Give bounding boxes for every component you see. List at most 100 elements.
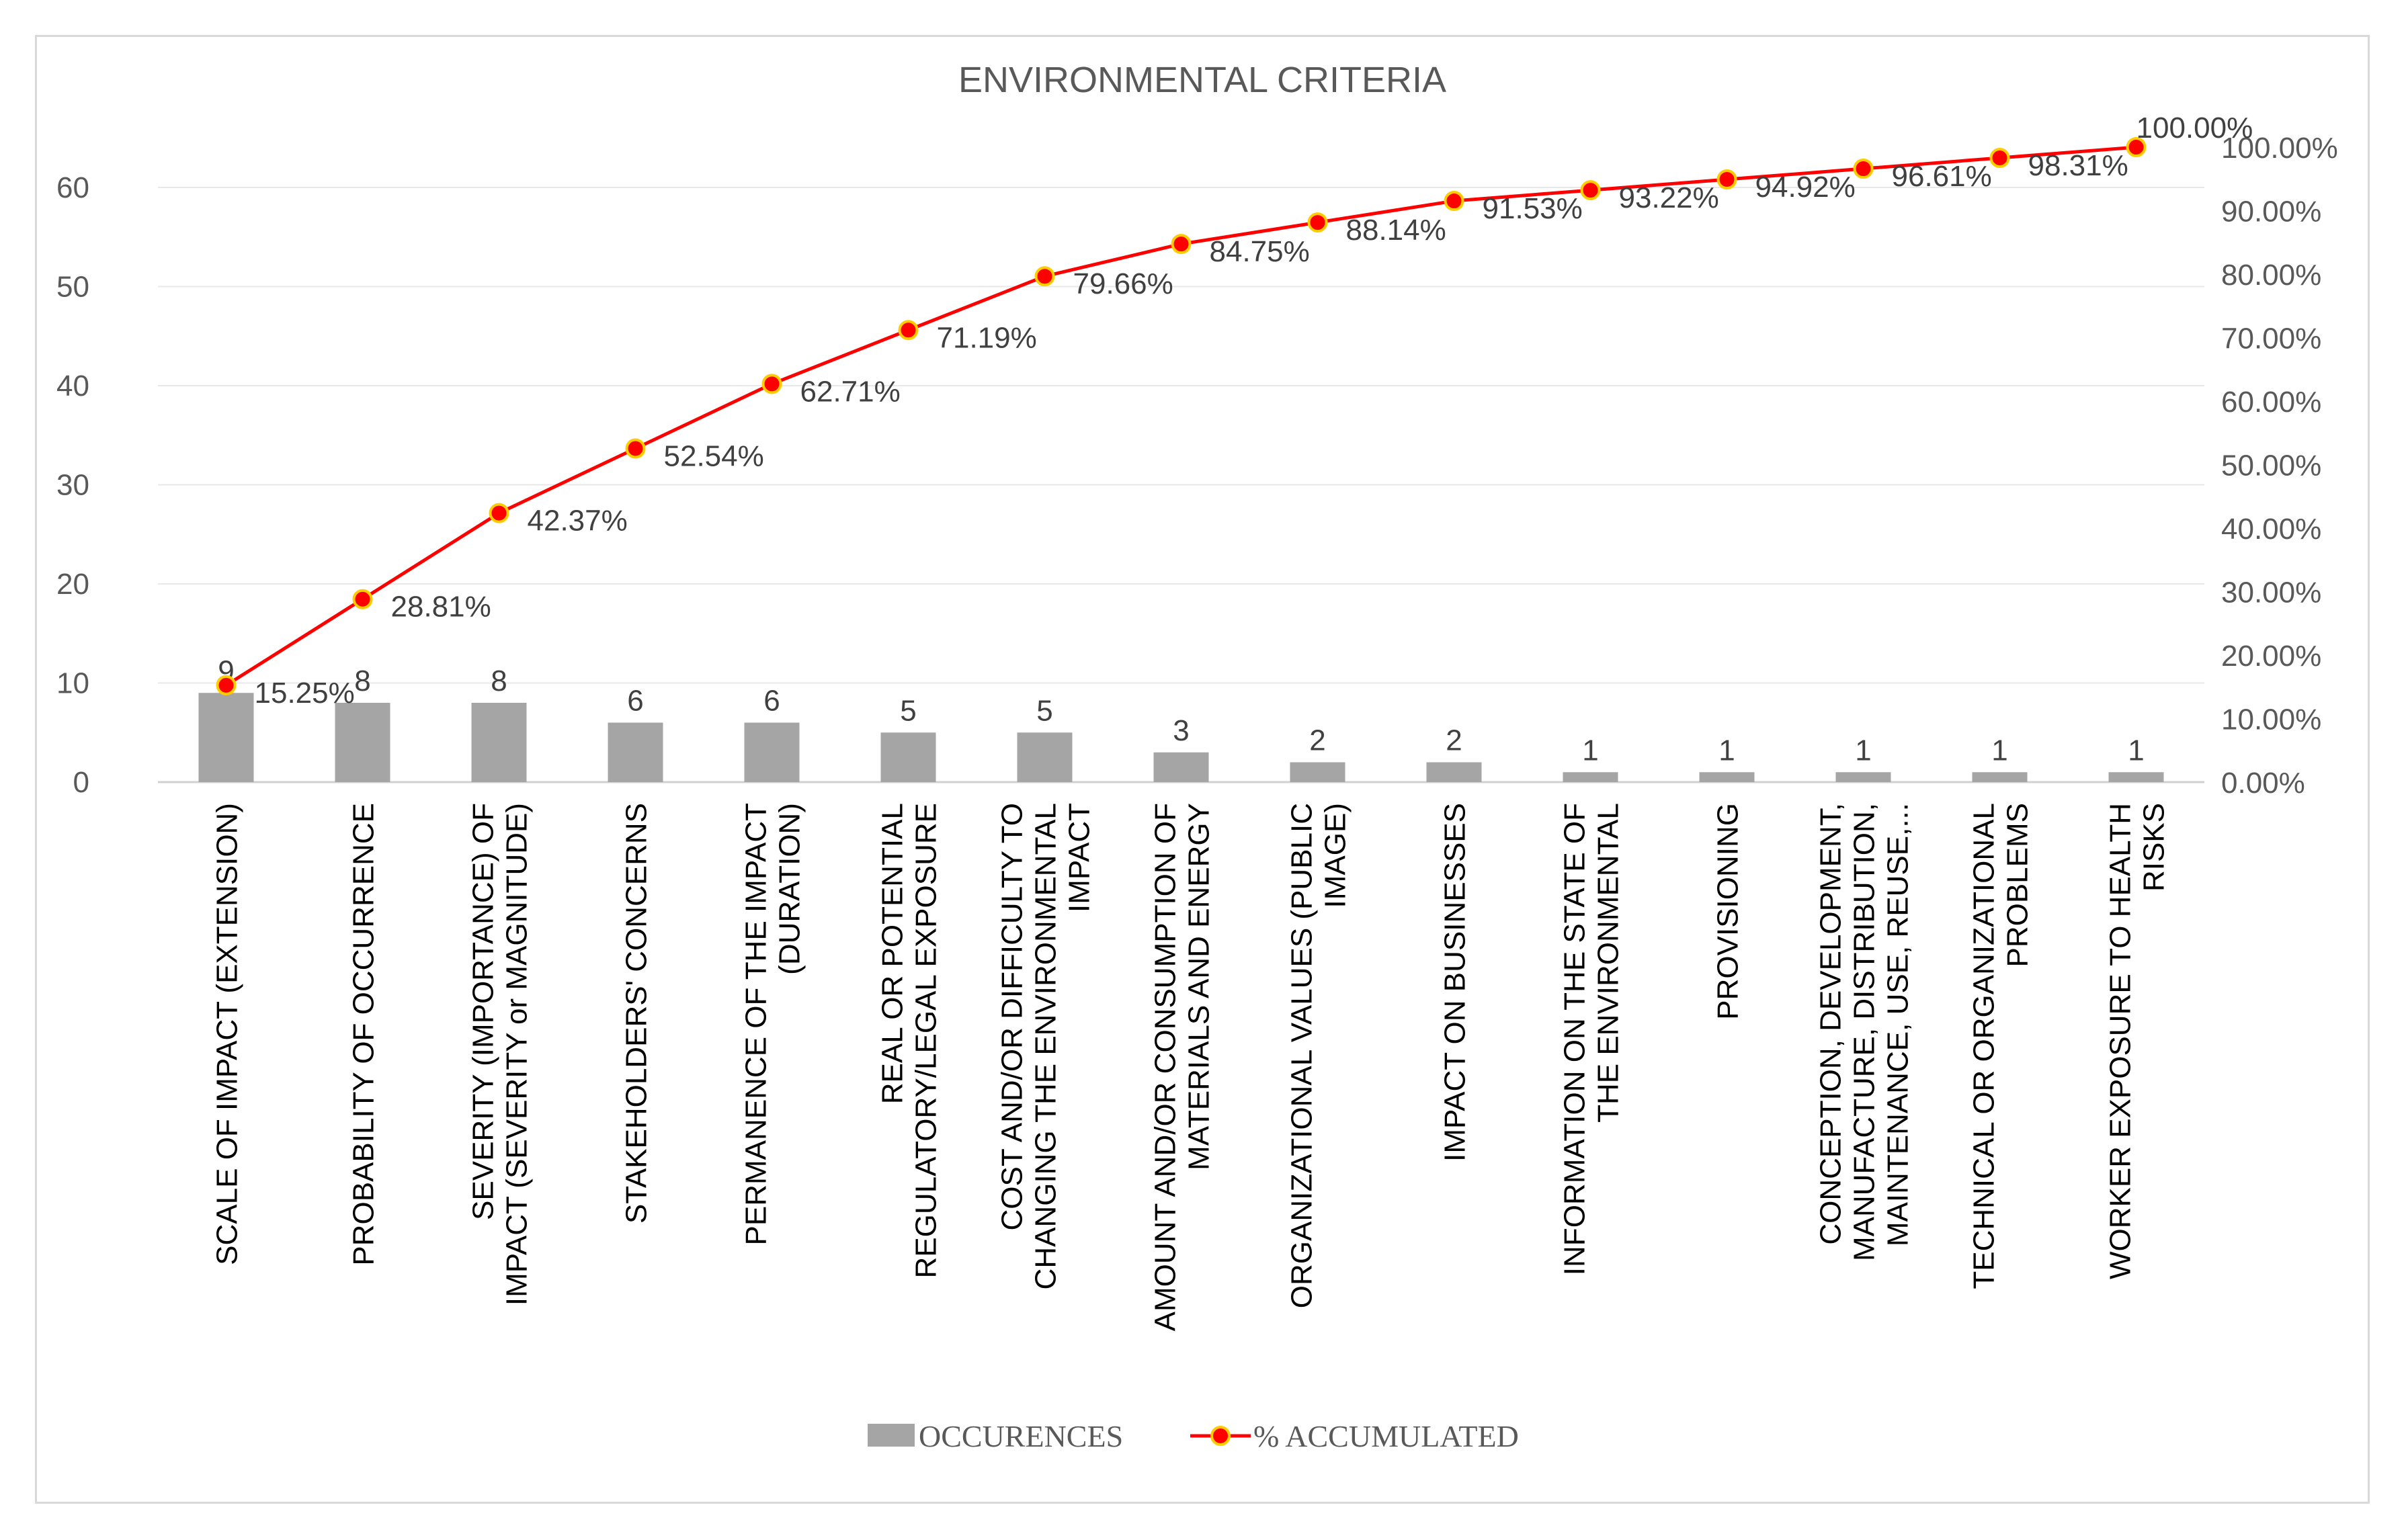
bar-value-label: 1 (1855, 734, 1871, 767)
category-label: IMPACT (1063, 803, 1096, 912)
right-axis-tick: 40.00% (2221, 513, 2321, 546)
legend: OCCURENCES % ACCUMULATED (868, 1419, 1519, 1453)
line-value-label: 71.19% (937, 321, 1037, 354)
bar-value-label: 2 (1309, 724, 1325, 757)
line-value-label: 96.61% (1892, 160, 1992, 193)
line-point (1989, 147, 2010, 168)
bar-value-label: 5 (1036, 694, 1052, 727)
bar (1426, 762, 1482, 782)
bar-value-label: 6 (763, 685, 780, 718)
bar-value-label: 8 (354, 665, 370, 697)
line-value-label: 79.66% (1073, 267, 1173, 300)
left-axis-tick: 60 (56, 171, 89, 204)
category-label: PERMANENCE OF THE IMPACT (740, 803, 773, 1245)
line-point (1580, 180, 1601, 201)
left-axis-tick: 40 (56, 370, 89, 402)
bar (1972, 772, 2028, 782)
bar (2108, 772, 2164, 782)
category-label: ORGANIZATIONAL VALUES (PUBLIC (1286, 803, 1319, 1308)
category-label: THE ENVIRONMENTAL (1592, 803, 1625, 1123)
bar-value-label: 8 (491, 665, 507, 697)
left-axis-tick: 50 (56, 271, 89, 304)
legend-line-label: % ACCUMULATED (1253, 1419, 1519, 1453)
chart-title: ENVIRONMENTAL CRITERIA (958, 60, 1446, 100)
bars (198, 693, 2164, 782)
gridlines (158, 187, 2204, 783)
bar (1699, 772, 1755, 782)
right-axis-tick: 50.00% (2221, 450, 2321, 482)
bar-value-label: 1 (1718, 734, 1735, 767)
line-point (2126, 137, 2147, 157)
bar (744, 722, 800, 782)
category-label: INFORMATION ON THE STATE OF (1559, 803, 1591, 1275)
category-label: SEVERITY (IMPORTANCE) OF (467, 803, 500, 1220)
right-axis-tick: 60.00% (2221, 386, 2321, 419)
bar (880, 732, 936, 782)
legend-line-marker (1210, 1426, 1231, 1446)
left-axis-tick: 0 (73, 766, 89, 799)
right-axis-tick: 30.00% (2221, 576, 2321, 609)
bar-value-label: 3 (1173, 714, 1189, 747)
line-value-label: 91.53% (1483, 192, 1583, 225)
line-value-label: 62.71% (800, 375, 901, 408)
left-axis-tick: 10 (56, 667, 89, 700)
right-axis-tick: 0.00% (2221, 767, 2305, 800)
line-value-label: 84.75% (1210, 235, 1310, 268)
accumulated-series-line (225, 145, 2137, 687)
legend-bar-swatch (868, 1424, 915, 1447)
bar-data-labels: 9 8 86 6 5 53 2 2 1 1 1 1 1 (218, 654, 2144, 767)
bar (198, 693, 254, 782)
left-axis-tick: 20 (56, 568, 89, 601)
right-axis-tick: 80.00% (2221, 259, 2321, 292)
line-value-label: 100.00% (2137, 112, 2253, 144)
right-axis: 0.00% 10.00% 20.00% 30.00% 40.00% 50.00% 60.00… (2221, 132, 2338, 800)
line-point (625, 438, 646, 459)
right-axis-tick: 100.00% (2221, 132, 2338, 165)
line-value-label: 98.31% (2028, 149, 2128, 182)
pareto-chart: ENVIRONMENTAL CRITERIA 0 10 20 30 40 50 60 0.0… (56, 60, 2338, 1453)
line-point (1716, 169, 1737, 190)
category-label: WORKER EXPOSURE TO HEALTH (2104, 803, 2137, 1279)
category-labels: SCALE OF IMPACT (EXTENSION) PROBABILITY O… (211, 803, 2171, 1331)
bar-value-label: 1 (1991, 734, 2007, 767)
line-point (1171, 234, 1192, 255)
bar (1835, 772, 1891, 782)
bar (1290, 762, 1345, 782)
category-label: SCALE OF IMPACT (EXTENSION) (211, 803, 244, 1265)
category-label: PROVISIONING (1712, 803, 1745, 1020)
bar (1017, 732, 1073, 782)
line-value-label: 93.22% (1619, 181, 1719, 214)
line-point (216, 675, 237, 695)
line-point (898, 320, 919, 341)
bar (335, 703, 390, 782)
chart-frame: ENVIRONMENTAL CRITERIA 0 10 20 30 40 50 60 0.0… (35, 35, 2370, 1504)
legend-bar-label: OCCURENCES (919, 1419, 1123, 1453)
line-value-label: 52.54% (664, 439, 764, 472)
category-label: STAKEHOLDERS' CONCERNS (620, 803, 653, 1224)
category-label: IMPACT ON BUSINESSES (1439, 803, 1472, 1162)
line-value-label: 28.81% (391, 591, 491, 624)
category-label: MATERIALS AND ENERGY (1183, 803, 1216, 1170)
line-value-label: 88.14% (1346, 214, 1446, 247)
category-label: MAINTENANCE, USE, REUSE,... (1882, 803, 1915, 1246)
line-point (489, 503, 509, 523)
right-axis-tick: 70.00% (2221, 323, 2321, 355)
right-axis-tick: 10.00% (2221, 703, 2321, 736)
line-point (1034, 266, 1055, 287)
bar-value-label: 1 (1582, 734, 1598, 767)
line-point (1853, 159, 1874, 179)
category-label: IMPACT (SEVERITY or MAGNITUDE) (501, 803, 534, 1306)
line-point (761, 374, 782, 394)
category-label: RISKS (2138, 803, 2171, 892)
line-point (1444, 191, 1464, 212)
category-label: REAL OR POTENTIAL (876, 803, 909, 1104)
bar (1153, 752, 1209, 782)
category-label: CHANGING THE ENVIRONMENTAL (1030, 803, 1063, 1289)
category-label: (DURATION) (774, 803, 806, 975)
bar (608, 722, 663, 782)
category-label: REGULATORY/LEGAL EXPOSURE (910, 803, 943, 1279)
category-label: IMAGE) (1319, 803, 1352, 908)
bar-value-label: 5 (900, 694, 916, 727)
line-value-label: 42.37% (528, 505, 628, 538)
category-label: TECHNICAL OR ORGANIZATIONAL (1968, 803, 2001, 1289)
